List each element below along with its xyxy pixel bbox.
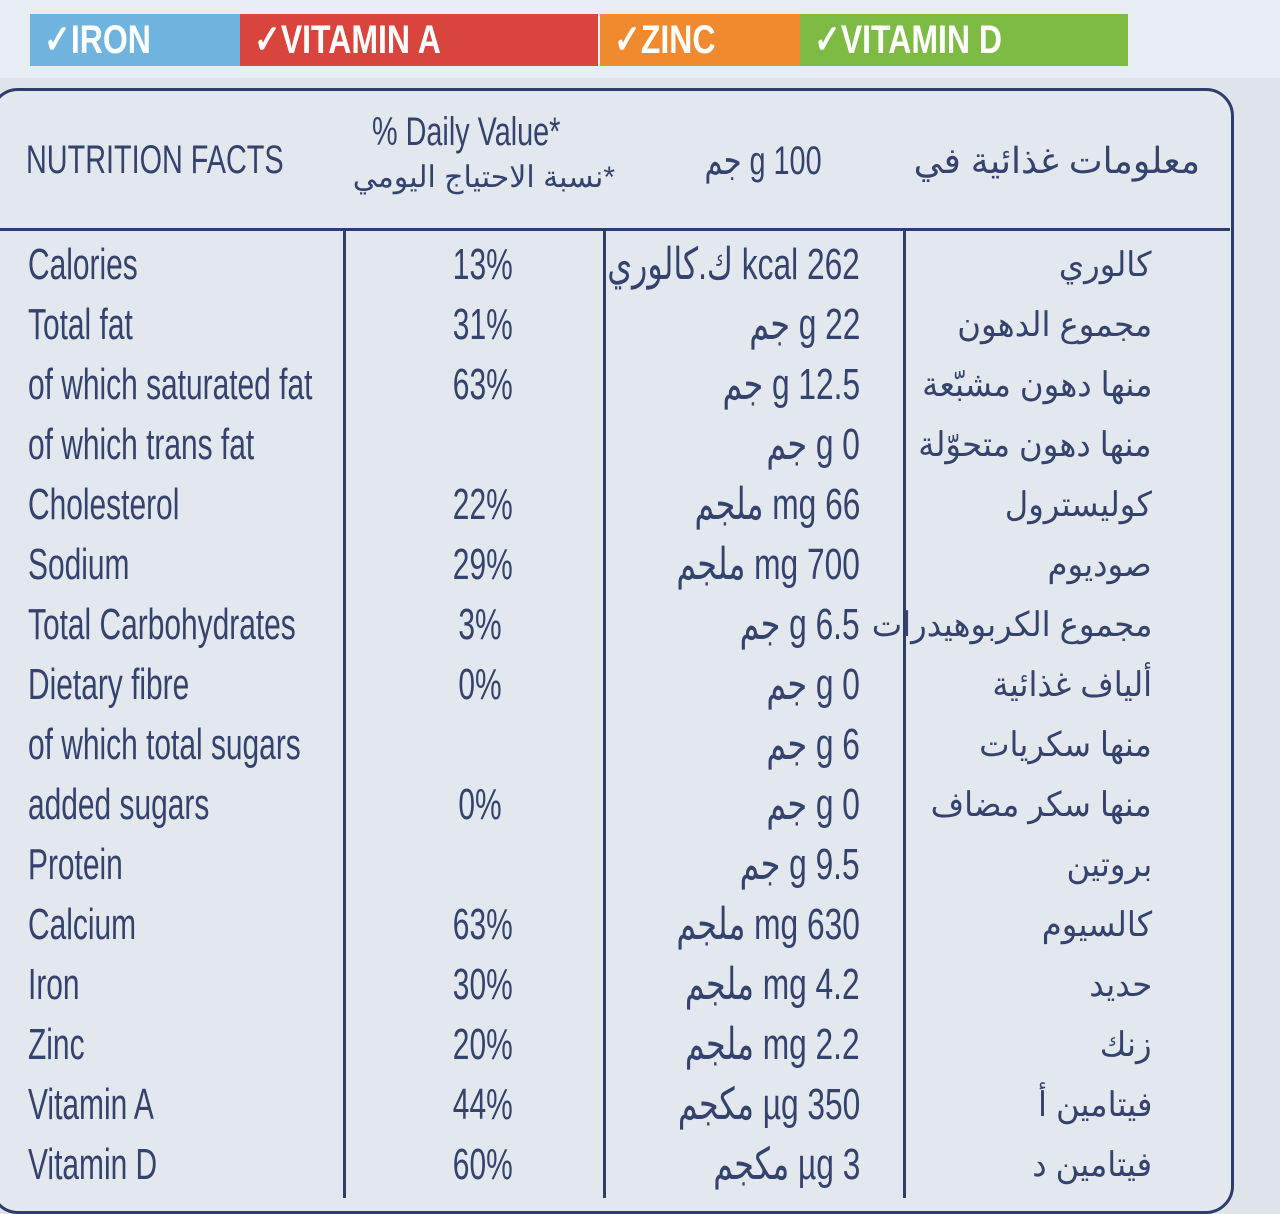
table-row: Vitamin A 44% 350 µg مكجم فيتامين أ: [0, 1076, 1230, 1134]
nutrient-name: Protein: [28, 840, 123, 889]
nutrient-name: Total Carbohydrates: [28, 600, 296, 649]
nutrient-name-ar: حديد: [1089, 966, 1152, 1004]
table-row: Zinc 20% 2.2 mg ملجم زنك: [0, 1016, 1230, 1074]
amount: 0 g جم: [766, 780, 860, 829]
nutrient-name: Sodium: [28, 540, 130, 589]
amount: 2.2 mg ملجم: [685, 1020, 860, 1069]
amount: 6.5 g جم: [740, 600, 860, 649]
divider: [903, 228, 906, 1198]
daily-value: 44%: [452, 1080, 513, 1129]
amount: 12.5 g جم: [722, 360, 860, 409]
daily-value: 60%: [452, 1140, 513, 1189]
nutrient-name-ar: زنك: [1100, 1026, 1152, 1064]
nutrient-name-ar: مجموع الدهون: [957, 306, 1152, 344]
daily-value: 13%: [452, 240, 513, 289]
table-row: of which trans fat 0 g جم منها دهون متحوّل…: [0, 416, 1230, 474]
nutrient-name: Dietary fibre: [28, 660, 190, 709]
table-row: Cholesterol 22% 66 mg ملجم كوليسترول: [0, 476, 1230, 534]
table-row: Iron 30% 4.2 mg ملجم حديد: [0, 956, 1230, 1014]
nutrient-name-ar: ألياف غذائية: [992, 666, 1152, 704]
table-row: Total fat 31% 22 g جم مجموع الدهون: [0, 296, 1230, 354]
tab-vitamin-d: ✓VITAMIN D: [800, 14, 1128, 66]
nutrient-name: of which trans fat: [28, 420, 255, 469]
table-row: Total Carbohydrates 3% 6.5 g جم مجموع الكرب…: [0, 596, 1230, 654]
nutrient-name: Calories: [28, 240, 138, 289]
tab-vitamin-a: ✓VITAMIN A: [240, 14, 598, 66]
nutrient-name: Zinc: [28, 1020, 85, 1069]
daily-value: 30%: [452, 960, 513, 1009]
daily-value: 0%: [458, 780, 502, 829]
daily-value: 63%: [452, 900, 513, 949]
nutrient-name: Calcium: [28, 900, 137, 949]
nutrient-name: Vitamin D: [28, 1140, 158, 1189]
amount: 6 g جم: [766, 720, 860, 769]
amount: 66 mg ملجم: [694, 480, 860, 529]
daily-value: 22%: [452, 480, 513, 529]
nutrient-name: of which saturated fat: [28, 360, 313, 409]
nutrient-name-ar: كوليسترول: [1004, 486, 1152, 524]
daily-value-en: % Daily Value*: [372, 110, 561, 154]
nutrient-name-ar: فيتامين د: [1032, 1146, 1152, 1184]
divider: [343, 228, 346, 1198]
nutrition-panel: [0, 88, 1234, 1214]
vitamin-banner: ✓IRON ✓VITAMIN A ✓ZINC ✓VITAMIN D: [0, 0, 1280, 78]
daily-value: 29%: [452, 540, 513, 589]
table-row: added sugars 0% 0 g جم منها سكر مضاف: [0, 776, 1230, 834]
divider: [603, 228, 606, 1198]
table-row: Calories 13% 262 kcal ك.كالوري كالوري: [0, 236, 1230, 294]
nutrient-name-ar: منها دهون متحوّلة: [918, 426, 1152, 464]
table-row: Sodium 29% 700 mg ملجم صوديوم: [0, 536, 1230, 594]
amount: 0 g جم: [766, 660, 860, 709]
title-ar: معلومات غذائية في: [913, 140, 1200, 181]
tab-iron: ✓IRON: [30, 14, 243, 66]
table-row: of which total sugars 6 g جم منها سكريات: [0, 716, 1230, 774]
amount: 4.2 mg ملجم: [685, 960, 860, 1009]
amount: 0 g جم: [766, 420, 860, 469]
nutrient-name-ar: كالسيوم: [1041, 906, 1152, 944]
nutrient-name-ar: فيتامين أ: [1037, 1086, 1152, 1124]
amount: 700 mg ملجم: [676, 540, 860, 589]
nutrient-name: Cholesterol: [28, 480, 180, 529]
amount: 9.5 g جم: [740, 840, 860, 889]
daily-value-ar: *نسبة الاحتياج اليومي: [352, 161, 615, 194]
table-row: Protein 9.5 g جم بروتين: [0, 836, 1230, 894]
nutrient-name-ar: بروتين: [1066, 846, 1152, 884]
daily-value: 20%: [452, 1020, 513, 1069]
nutrient-name: added sugars: [28, 780, 210, 829]
nutrient-name: Vitamin A: [28, 1080, 154, 1129]
daily-value: 31%: [452, 300, 513, 349]
nutrient-name-ar: مجموع الكربوهيدرات: [871, 606, 1152, 644]
nutrient-name: Iron: [28, 960, 80, 1009]
table-row: Dietary fibre 0% 0 g جم ألياف غذائية: [0, 656, 1230, 714]
daily-value: 3%: [458, 600, 502, 649]
nutrient-name-ar: منها سكريات: [979, 726, 1152, 764]
nutrient-name-ar: منها دهون مشبّعة: [921, 366, 1152, 404]
table-row: Calcium 63% 630 mg ملجم كالسيوم: [0, 896, 1230, 954]
tab-zinc: ✓ZINC: [600, 14, 808, 66]
nutrient-name-ar: منها سكر مضاف: [930, 786, 1152, 824]
amount: 22 g جم: [748, 300, 860, 349]
amount: 3 µg مكجم: [712, 1140, 860, 1189]
table-row: of which saturated fat 63% 12.5 g جم منها د…: [0, 356, 1230, 414]
nutrient-name-ar: كالوري: [1059, 246, 1152, 284]
nutrient-name: Total fat: [28, 300, 133, 349]
nutrition-table: [0, 228, 1230, 1201]
per-100g: 100 g جم: [704, 139, 822, 183]
nutrient-name-ar: صوديوم: [1047, 546, 1152, 584]
table-row: Vitamin D 60% 3 µg مكجم فيتامين د: [0, 1136, 1230, 1194]
nutrient-name: of which total sugars: [28, 720, 301, 769]
daily-value: 63%: [452, 360, 513, 409]
amount: 262 kcal ك.كالوري: [607, 240, 860, 289]
amount: 630 mg ملجم: [676, 900, 860, 949]
title-en: NUTRITION FACTS: [26, 138, 284, 182]
amount: 350 µg مكجم: [677, 1080, 860, 1129]
daily-value: 0%: [458, 660, 502, 709]
